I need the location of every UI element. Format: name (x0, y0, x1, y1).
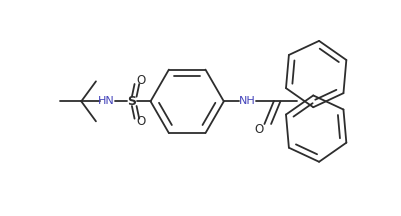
Text: S: S (128, 95, 136, 108)
Text: O: O (255, 123, 264, 136)
Text: HN: HN (98, 96, 115, 106)
Text: O: O (136, 116, 145, 129)
Text: NH: NH (239, 96, 255, 106)
Text: O: O (136, 74, 145, 87)
